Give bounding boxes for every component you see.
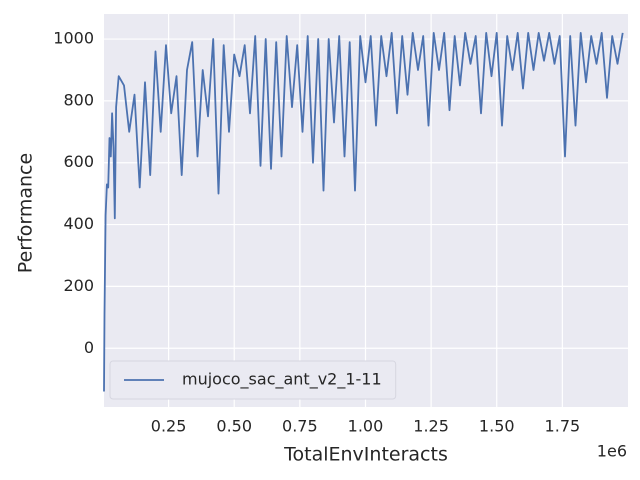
- x-tick-label: 1.25: [413, 417, 449, 436]
- x-axis-label: TotalEnvInteracts: [283, 444, 448, 466]
- x-tick-label: 0.25: [151, 417, 187, 436]
- x-tick-label: 1.50: [479, 417, 515, 436]
- y-tick-label: 0: [84, 338, 94, 357]
- y-tick-label: 800: [63, 90, 94, 109]
- x-tick-label: 0.75: [282, 417, 318, 436]
- y-tick-label: 400: [63, 214, 94, 233]
- x-tick-label: 1.00: [348, 417, 384, 436]
- legend-box: [109, 360, 397, 400]
- y-tick-label: 600: [63, 152, 94, 171]
- line: [103, 32, 624, 392]
- y-tick-label: 1000: [53, 29, 94, 48]
- x-tick-label: 0.50: [216, 417, 252, 436]
- x-offset-label: 1e6: [597, 442, 627, 461]
- y-tick-label: 200: [63, 276, 94, 295]
- x-tick-label: 1.75: [545, 417, 581, 436]
- legend-label: mujoco_sac_ant_v2_1-11: [182, 370, 382, 390]
- y-axis-label: Performance: [15, 153, 37, 273]
